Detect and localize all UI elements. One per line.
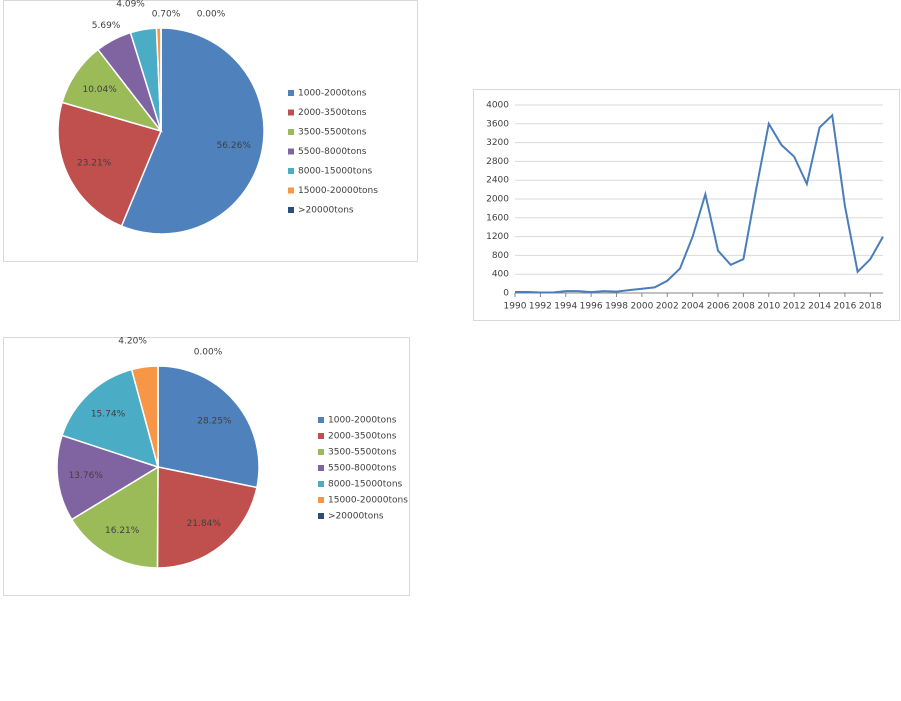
data-label: 16.21% <box>105 526 140 536</box>
data-label: 0.00% <box>197 10 226 20</box>
legend-swatch <box>318 465 324 471</box>
data-label: 0.70% <box>152 10 181 20</box>
pie-slice <box>156 466 258 569</box>
legend-swatch <box>318 497 324 503</box>
y-tick-label: 0 <box>503 289 509 299</box>
x-tick-label: 2008 <box>732 302 755 312</box>
legend-swatch <box>318 417 324 423</box>
data-label: 21.84% <box>187 519 222 529</box>
y-tick-label: 1200 <box>486 232 509 242</box>
data-label: 28.25% <box>197 417 232 427</box>
data-label: 4.20% <box>118 337 147 347</box>
data-label: 5.69% <box>92 21 121 31</box>
pie-slice <box>56 434 160 521</box>
x-tick-label: 1994 <box>554 302 577 312</box>
y-tick-label: 2400 <box>486 176 509 186</box>
legend-swatch <box>288 207 294 213</box>
x-tick-label: 2018 <box>859 302 882 312</box>
y-tick-label: 800 <box>492 251 509 261</box>
legend-label: 2000-3500tons <box>298 108 367 118</box>
legend-label: 5500-8000tons <box>298 147 367 157</box>
data-label: 23.21% <box>77 159 112 169</box>
legend-swatch <box>318 433 324 439</box>
data-label: 56.26% <box>217 141 252 151</box>
x-tick-label: 2004 <box>681 302 704 312</box>
legend-label: 2000-3500tons <box>328 432 397 442</box>
legend-label: >20000tons <box>328 512 384 522</box>
legend-swatch <box>288 148 294 155</box>
data-label: 0.00% <box>194 348 223 358</box>
x-tick-label: 2016 <box>833 302 856 312</box>
line-series <box>515 113 884 294</box>
x-tick-label: 1998 <box>605 302 628 312</box>
legend-swatch <box>288 129 294 135</box>
x-tick-label: 2014 <box>808 302 831 312</box>
x-tick-label: 2000 <box>630 302 653 312</box>
y-tick-label: 1600 <box>486 213 509 223</box>
y-tick-label: 2000 <box>486 195 509 205</box>
legend-swatch <box>318 513 324 519</box>
x-tick-label: 1996 <box>580 302 603 312</box>
pie-slice <box>157 365 260 489</box>
pie-slice <box>57 101 163 228</box>
legend-label: 3500-5500tons <box>328 448 397 458</box>
data-label: 10.04% <box>82 85 117 95</box>
legend-swatch <box>288 109 294 116</box>
legend-swatch <box>288 168 294 174</box>
legend-label: 15000-20000tons <box>328 496 408 506</box>
x-tick-label: 2002 <box>656 302 679 312</box>
x-tick-label: 1990 <box>504 302 527 312</box>
legend-label: 3500-5500tons <box>298 128 367 138</box>
legend-label: 8000-15000tons <box>298 167 373 177</box>
data-label: 13.76% <box>69 471 104 481</box>
legend-swatch <box>318 481 324 487</box>
legend-swatch <box>288 187 294 194</box>
pie-slice <box>61 368 160 469</box>
legend-label: 5500-8000tons <box>328 464 397 474</box>
y-tick-label: 2800 <box>486 157 509 167</box>
x-tick-label: 2010 <box>757 302 780 312</box>
data-label: 4.09% <box>116 0 145 9</box>
x-tick-label: 2012 <box>783 302 806 312</box>
legend-swatch <box>318 449 324 455</box>
pie-slice <box>70 465 159 569</box>
y-tick-label: 4000 <box>486 101 509 111</box>
y-tick-label: 3200 <box>486 138 509 148</box>
y-tick-label: 400 <box>492 270 509 280</box>
data-label: 15.74% <box>91 410 126 420</box>
legend-label: >20000tons <box>298 206 354 216</box>
x-tick-label: 2006 <box>707 302 730 312</box>
x-tick-label: 1992 <box>529 302 552 312</box>
legend-label: 15000-20000tons <box>298 186 378 196</box>
legend-label: 1000-2000tons <box>298 89 367 99</box>
pie-slice <box>120 27 265 235</box>
legend-label: 1000-2000tons <box>328 416 397 426</box>
chart-frame <box>473 89 900 321</box>
y-tick-label: 3600 <box>486 119 509 129</box>
legend-label: 8000-15000tons <box>328 480 403 490</box>
legend-swatch <box>288 90 294 96</box>
